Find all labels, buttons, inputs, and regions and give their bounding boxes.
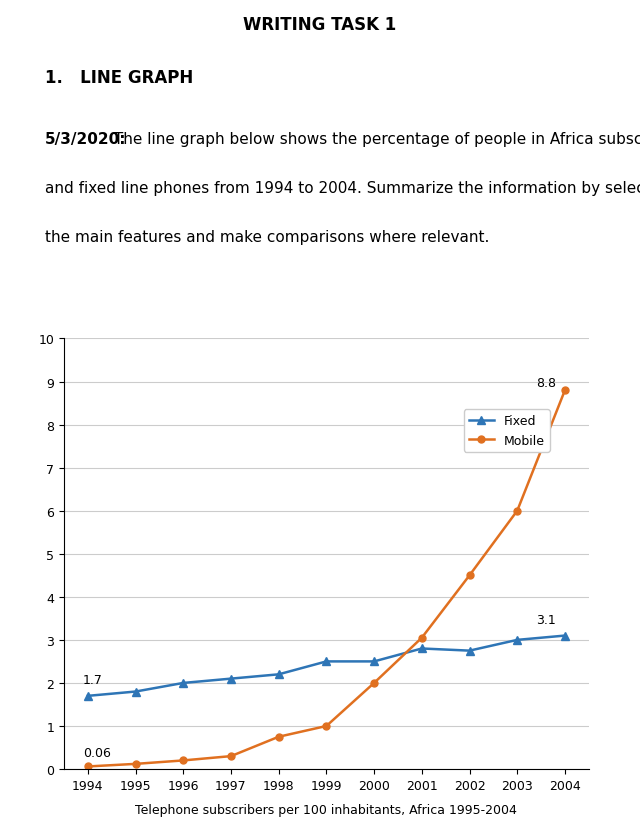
Mobile xyxy=(513,506,521,516)
Line: Fixed: Fixed xyxy=(84,632,569,700)
X-axis label: Telephone subscribers per 100 inhabitants, Africa 1995-2004: Telephone subscribers per 100 inhabitant… xyxy=(136,803,517,816)
Mobile xyxy=(179,756,187,766)
Legend: Fixed, Mobile: Fixed, Mobile xyxy=(464,410,550,452)
Text: and fixed line phones from 1994 to 2004. Summarize the information by selecting : and fixed line phones from 1994 to 2004.… xyxy=(45,181,640,196)
Fixed xyxy=(513,635,521,645)
Mobile xyxy=(561,385,569,395)
Fixed xyxy=(466,646,474,656)
Fixed xyxy=(84,691,92,701)
Fixed xyxy=(132,686,140,696)
Mobile xyxy=(371,678,378,688)
Fixed xyxy=(323,657,330,667)
Text: 0.06: 0.06 xyxy=(83,746,111,759)
Fixed xyxy=(275,670,282,680)
Text: 8.8: 8.8 xyxy=(536,376,556,390)
Text: WRITING TASK 1: WRITING TASK 1 xyxy=(243,16,397,34)
Mobile xyxy=(466,571,474,581)
Text: The line graph below shows the percentage of people in Africa subscribing to mob: The line graph below shows the percentag… xyxy=(109,132,640,147)
Mobile xyxy=(84,762,92,772)
Line: Mobile: Mobile xyxy=(84,387,568,770)
Fixed xyxy=(227,674,235,684)
Text: 5/3/2020:: 5/3/2020: xyxy=(45,132,126,147)
Fixed xyxy=(179,678,187,688)
Text: 1.7: 1.7 xyxy=(83,673,103,686)
Mobile xyxy=(418,633,426,643)
Fixed xyxy=(561,631,569,641)
Mobile xyxy=(275,732,282,742)
Fixed xyxy=(418,643,426,653)
Mobile xyxy=(323,721,330,731)
Fixed xyxy=(371,657,378,667)
Mobile xyxy=(227,751,235,761)
Text: the main features and make comparisons where relevant.: the main features and make comparisons w… xyxy=(45,229,489,245)
Text: 1.   LINE GRAPH: 1. LINE GRAPH xyxy=(45,69,193,87)
Mobile xyxy=(132,759,140,769)
Text: 3.1: 3.1 xyxy=(536,613,556,626)
